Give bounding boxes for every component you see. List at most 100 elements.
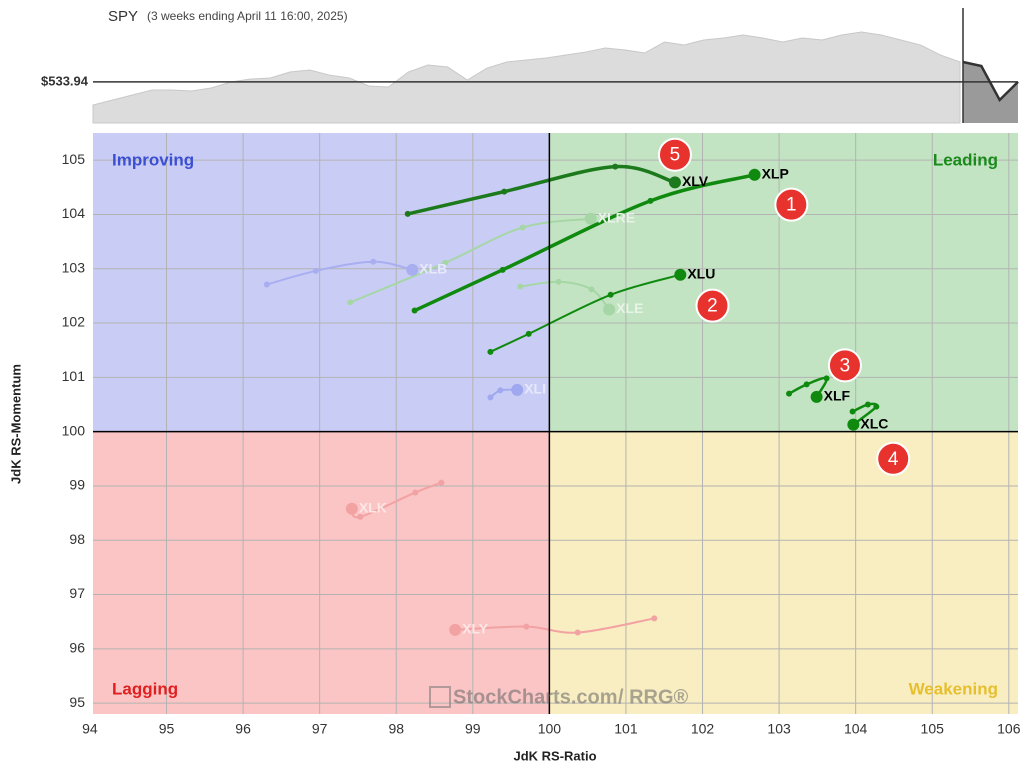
tail-point — [517, 283, 524, 290]
series-label: XLRE — [598, 209, 635, 225]
tail-point — [555, 278, 562, 285]
x-tick-label: 95 — [159, 721, 175, 737]
tail-head — [668, 176, 681, 189]
series-label: XLY — [462, 621, 489, 637]
tail-head — [810, 390, 823, 403]
x-tick-label: 101 — [614, 721, 638, 737]
tail-point — [523, 623, 530, 630]
x-tick-label: 94 — [82, 721, 98, 737]
x-tick-label: 105 — [921, 721, 945, 737]
spy-title: SPY — [108, 8, 138, 25]
tail-line — [405, 164, 677, 216]
price-area — [92, 31, 961, 124]
quadrant-label: Lagging — [112, 679, 178, 698]
tail-point — [519, 224, 526, 231]
tail-point — [404, 210, 411, 217]
y-tick-label: 99 — [69, 477, 85, 493]
y-tick-label: 97 — [69, 585, 85, 601]
x-tick-label: 103 — [767, 721, 791, 737]
quadrant — [549, 133, 1018, 432]
series-label: XLU — [687, 265, 715, 281]
tail-point — [487, 394, 494, 401]
y-tick-label: 101 — [62, 368, 86, 384]
x-tick-label: 100 — [538, 721, 562, 737]
tail-head — [748, 168, 761, 181]
watermark-icon — [429, 686, 451, 708]
x-tick-label: 99 — [465, 721, 481, 737]
tail-line — [412, 173, 757, 313]
tail-point — [312, 267, 319, 274]
y-tick-label: 98 — [69, 531, 85, 547]
tail-point — [442, 259, 449, 266]
spy-subtitle: (3 weeks ending April 11 16:00, 2025) — [147, 9, 348, 23]
tail-line — [519, 280, 611, 311]
y-tick-label: 95 — [69, 694, 85, 710]
callout-badge — [695, 288, 730, 323]
tail-point — [357, 513, 364, 520]
series-label: XLC — [860, 415, 888, 431]
tail-head — [345, 502, 358, 515]
callout-badge — [657, 137, 692, 172]
tail-point — [438, 479, 445, 486]
tail-point — [411, 307, 418, 314]
tail-line — [787, 376, 828, 399]
tail-point — [501, 188, 508, 195]
tail-line — [489, 273, 682, 353]
series-label: XLF — [824, 388, 851, 404]
callout-number: 1 — [786, 195, 797, 216]
y-axis-label: JdK RS-Momentum — [8, 364, 23, 484]
y-tick-label: 102 — [62, 314, 86, 330]
quadrant — [93, 133, 550, 432]
x-tick-label: 98 — [388, 721, 404, 737]
tail-point — [487, 348, 494, 355]
y-tick-label: 96 — [69, 640, 85, 656]
tail-point — [412, 489, 419, 496]
spy-panel: $533.94 — [41, 8, 1019, 124]
tail-point — [786, 390, 793, 397]
tail-point — [347, 299, 354, 306]
tail-head — [511, 383, 524, 396]
tail-line — [265, 260, 414, 286]
y-tick-label: 100 — [62, 422, 86, 438]
rrg-plot: 94 95 96 97 98 99 100 101 102 103 104 105 106 95 96 97 9… — [62, 133, 1021, 737]
callout-number: 3 — [840, 355, 851, 376]
x-tick-label: 96 — [235, 721, 251, 737]
x-tick-label: 106 — [997, 721, 1021, 737]
tail-point — [612, 163, 619, 170]
tail-head — [603, 303, 616, 316]
series-label: XLE — [616, 300, 643, 316]
tail-head — [406, 263, 419, 276]
tail-point — [499, 266, 506, 273]
tail-point — [370, 258, 377, 265]
quadrant-label: Weakening — [909, 679, 998, 698]
tail-point — [823, 375, 830, 382]
tail-point — [849, 408, 856, 415]
callout-badge — [827, 348, 862, 383]
series-label: XLI — [524, 381, 546, 397]
y-tick-label: 103 — [62, 259, 86, 275]
watermark: StockCharts.com / RRG® — [429, 686, 689, 708]
tail-head — [847, 418, 860, 431]
tail-line — [349, 217, 592, 304]
tail-point — [525, 330, 532, 337]
tail-head — [584, 212, 597, 225]
y-tick-label: 105 — [62, 151, 86, 167]
tail-point — [873, 403, 880, 410]
tail-point — [864, 401, 871, 408]
window-area — [963, 61, 1018, 123]
x-tick-label: 102 — [691, 721, 715, 737]
quadrant — [549, 431, 1018, 714]
x-axis-label: JdK RS-Ratio — [513, 748, 596, 763]
quadrant-label: Improving — [112, 150, 194, 169]
quadrant-label: Leading — [933, 150, 998, 169]
callout-number: 4 — [888, 449, 899, 470]
x-tick-label: 104 — [844, 721, 868, 737]
tail-point — [651, 615, 658, 622]
series-label: XLP — [762, 166, 789, 182]
tail-point — [588, 286, 595, 293]
tail-point — [497, 387, 504, 394]
callout-badge — [876, 441, 911, 476]
series-label: XLK — [359, 499, 387, 515]
callout-number: 2 — [707, 296, 718, 317]
